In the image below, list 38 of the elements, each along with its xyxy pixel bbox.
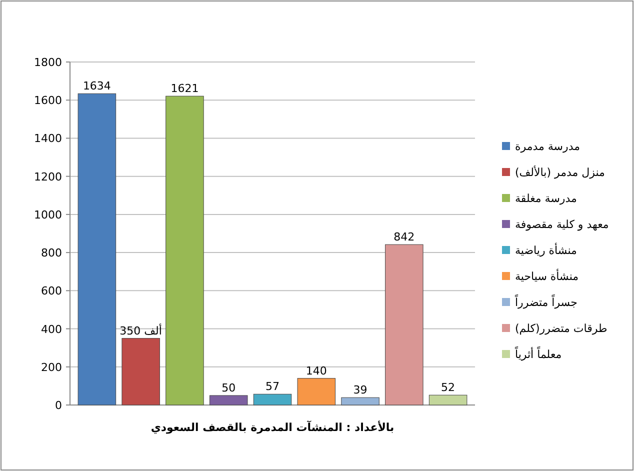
legend-label: طرقات متضرر(كلم): [515, 322, 608, 335]
y-tick-label: 1400: [34, 132, 62, 146]
data-label: 57: [266, 380, 280, 394]
legend-label: منشأة سياحية: [515, 268, 579, 283]
legend-label: منزل مدمر (بالألف): [515, 165, 606, 179]
y-tick-label: 1000: [34, 208, 62, 222]
y-tick-label: 1200: [34, 170, 62, 184]
data-label: 140: [306, 364, 327, 378]
legend-label: معهد و كلية مقصوفة: [515, 218, 609, 231]
bar: [166, 96, 204, 406]
data-label: 52: [441, 381, 456, 394]
y-tick-label: 1600: [34, 94, 62, 108]
bar: [341, 397, 380, 406]
legend-label: منشأة رياضية: [515, 242, 578, 257]
legend-label: جسراً متضرراً: [514, 294, 578, 309]
legend-label: مدرسة مدمرة: [515, 140, 580, 153]
bar: [297, 378, 336, 406]
y-tick-label: 800: [41, 246, 62, 260]
y-tick-label: 400: [41, 322, 62, 336]
data-label: 1634: [82, 80, 111, 93]
y-tick-label: 600: [41, 284, 62, 298]
y-tick-label: 0: [55, 399, 62, 412]
bar: [78, 93, 116, 406]
bar: [385, 244, 424, 406]
x-axis-title: بالأعداد : المنشآت المدمرة بالقصف السعودي: [150, 420, 394, 434]
data-label: 350 ألف: [120, 323, 162, 338]
legend-label: مدرسة مغلقة: [515, 192, 577, 205]
y-tick-label: 200: [41, 360, 62, 374]
bar: [122, 338, 160, 406]
y-tick-label: 1800: [34, 56, 62, 69]
bar: [428, 394, 468, 406]
data-label: 842: [394, 230, 415, 244]
bar: [253, 394, 292, 406]
data-label: 50: [222, 381, 236, 394]
data-label: 1621: [170, 82, 199, 96]
bar: [209, 395, 248, 406]
data-label: 39: [353, 384, 368, 397]
legend-label: معلماً أثرياً: [514, 346, 562, 361]
